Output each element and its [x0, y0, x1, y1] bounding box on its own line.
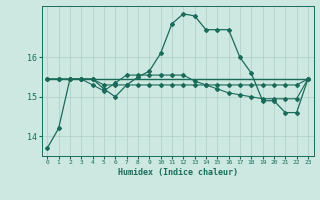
- X-axis label: Humidex (Indice chaleur): Humidex (Indice chaleur): [118, 168, 237, 177]
